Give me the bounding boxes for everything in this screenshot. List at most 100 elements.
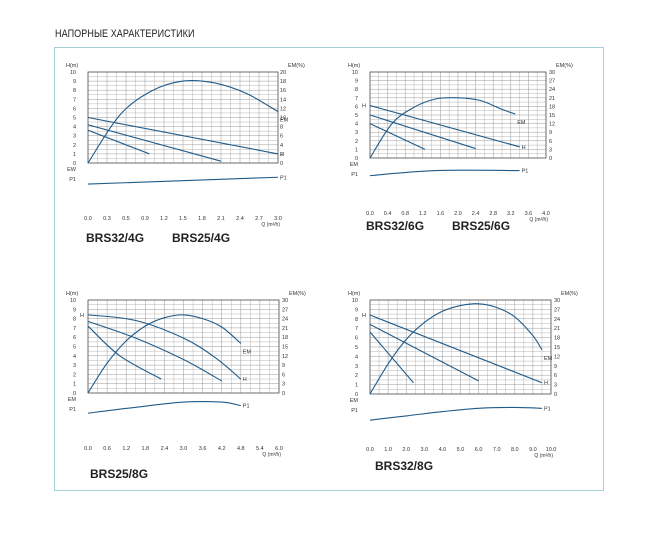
y2-tick-label: 21 bbox=[282, 326, 288, 332]
x-tick-label: 1.2 bbox=[419, 211, 427, 217]
x-tick-label: 2.4 bbox=[472, 211, 480, 217]
p1-curve-label: P1 bbox=[522, 169, 529, 175]
y-tick-label: 4 bbox=[355, 122, 358, 128]
curve-p1 bbox=[369, 169, 520, 177]
y2-tick-label: 8 bbox=[280, 125, 283, 131]
y-tick-label: 1 bbox=[73, 382, 76, 388]
curve-h bbox=[369, 123, 426, 150]
y-axis-label: H(m) bbox=[348, 291, 360, 297]
y2-tick-label: 6 bbox=[280, 134, 283, 140]
curve-h bbox=[369, 105, 520, 148]
y2-tick-label: 0 bbox=[554, 392, 557, 398]
x-tick-label: 4.0 bbox=[542, 211, 550, 217]
curve-em bbox=[369, 303, 543, 395]
h-curve-label: H bbox=[243, 377, 247, 383]
y2-tick-label: 2 bbox=[280, 152, 283, 158]
p1-left-label: P1 bbox=[351, 172, 358, 178]
x-tick-label: 1.6 bbox=[437, 211, 445, 217]
x-tick-label: 1.5 bbox=[179, 216, 187, 222]
y-axis-label: H(m) bbox=[66, 291, 78, 297]
y-axis-label: H(m) bbox=[66, 63, 78, 69]
y-tick-label: 4 bbox=[73, 354, 76, 360]
curve-p1 bbox=[87, 401, 241, 414]
x-tick-label: 0.6 bbox=[103, 446, 111, 452]
p1-left-label: P1 bbox=[69, 177, 76, 183]
y-tick-label: 1 bbox=[355, 383, 358, 389]
y-tick-label: 9 bbox=[355, 307, 358, 313]
curve-h bbox=[369, 114, 476, 150]
p1-curve-label: P1 bbox=[280, 175, 287, 181]
x-axis-label: Q (m³/h) bbox=[262, 452, 281, 458]
x-tick-label: 0.0 bbox=[84, 446, 92, 452]
y2-tick-label: 12 bbox=[549, 122, 555, 128]
y2-tick-label: 14 bbox=[280, 97, 286, 103]
x-tick-label: 3.0 bbox=[274, 216, 282, 222]
y-tick-label: 2 bbox=[355, 139, 358, 145]
x-tick-label: 0.0 bbox=[84, 216, 92, 222]
y2-tick-label: 9 bbox=[549, 130, 552, 136]
x-tick-label: 3.2 bbox=[507, 211, 515, 217]
x-tick-label: 3.0 bbox=[180, 446, 188, 452]
y-tick-label: 0 bbox=[355, 392, 358, 398]
x-tick-label: 2.8 bbox=[489, 211, 497, 217]
y-tick-label: 0 bbox=[73, 161, 76, 167]
y-tick-label: 10 bbox=[70, 298, 76, 304]
x-tick-label: 2.1 bbox=[217, 216, 225, 222]
y2-tick-label: 9 bbox=[554, 364, 557, 370]
em-left-label: EM bbox=[350, 162, 359, 168]
x-axis-label: Q (m³/h) bbox=[261, 222, 280, 228]
y-tick-label: 6 bbox=[73, 106, 76, 112]
y-tick-label: 2 bbox=[355, 373, 358, 379]
curve-h bbox=[87, 320, 222, 382]
y-tick-label: 4 bbox=[73, 125, 76, 131]
y-tick-label: 7 bbox=[73, 326, 76, 332]
curve-em bbox=[87, 79, 279, 164]
x-tick-label: 6.0 bbox=[275, 446, 283, 452]
x-tick-label: 2.4 bbox=[236, 216, 244, 222]
x-tick-label: 1.8 bbox=[198, 216, 206, 222]
y2-tick-label: 16 bbox=[280, 88, 286, 94]
y-tick-label: 8 bbox=[355, 87, 358, 93]
y-axis-label: H(m) bbox=[348, 63, 360, 69]
y2-tick-label: 27 bbox=[282, 307, 288, 313]
curve-h bbox=[87, 325, 162, 380]
x-tick-label: 4.2 bbox=[218, 446, 226, 452]
y2-tick-label: 18 bbox=[282, 335, 288, 341]
y-tick-label: 6 bbox=[73, 335, 76, 341]
y2-axis-label: EM(%) bbox=[561, 291, 578, 297]
y2-axis-label: EM(%) bbox=[556, 63, 573, 69]
y2-tick-label: 6 bbox=[549, 139, 552, 145]
x-tick-label: 0.4 bbox=[384, 211, 392, 217]
y2-axis-label: EM(%) bbox=[289, 291, 306, 297]
x-tick-label: 1.0 bbox=[384, 447, 392, 453]
h-left-label: H bbox=[362, 104, 366, 110]
y2-tick-label: 18 bbox=[549, 104, 555, 110]
y-tick-label: 4 bbox=[355, 354, 358, 360]
y-tick-label: 5 bbox=[73, 345, 76, 351]
x-tick-label: 3.6 bbox=[199, 446, 207, 452]
p1-curve-label: P1 bbox=[243, 404, 250, 410]
y-tick-label: 8 bbox=[73, 88, 76, 94]
content-frame bbox=[54, 47, 604, 491]
curve-em bbox=[87, 314, 242, 394]
y2-tick-label: 4 bbox=[280, 143, 283, 149]
model-name: BRS25/8G bbox=[90, 467, 148, 481]
curve-h bbox=[369, 314, 543, 384]
plot-border bbox=[87, 299, 280, 394]
y2-tick-label: 12 bbox=[554, 354, 560, 360]
x-tick-label: 4.8 bbox=[237, 446, 245, 452]
y2-tick-label: 0 bbox=[280, 161, 283, 167]
y2-tick-label: 3 bbox=[549, 147, 552, 153]
y-tick-label: 5 bbox=[355, 345, 358, 351]
curve-h bbox=[87, 124, 222, 162]
y-tick-label: 0 bbox=[73, 391, 76, 397]
x-tick-label: 0.8 bbox=[401, 211, 409, 217]
y-tick-label: 8 bbox=[73, 317, 76, 323]
em-left-label: EW bbox=[67, 167, 77, 173]
y2-tick-label: 27 bbox=[549, 79, 555, 85]
x-axis-label: Q (m³/h) bbox=[529, 217, 548, 223]
model-name: BRS25/4G bbox=[172, 231, 230, 245]
x-tick-label: 6.0 bbox=[475, 447, 483, 453]
curve-h bbox=[369, 323, 479, 382]
